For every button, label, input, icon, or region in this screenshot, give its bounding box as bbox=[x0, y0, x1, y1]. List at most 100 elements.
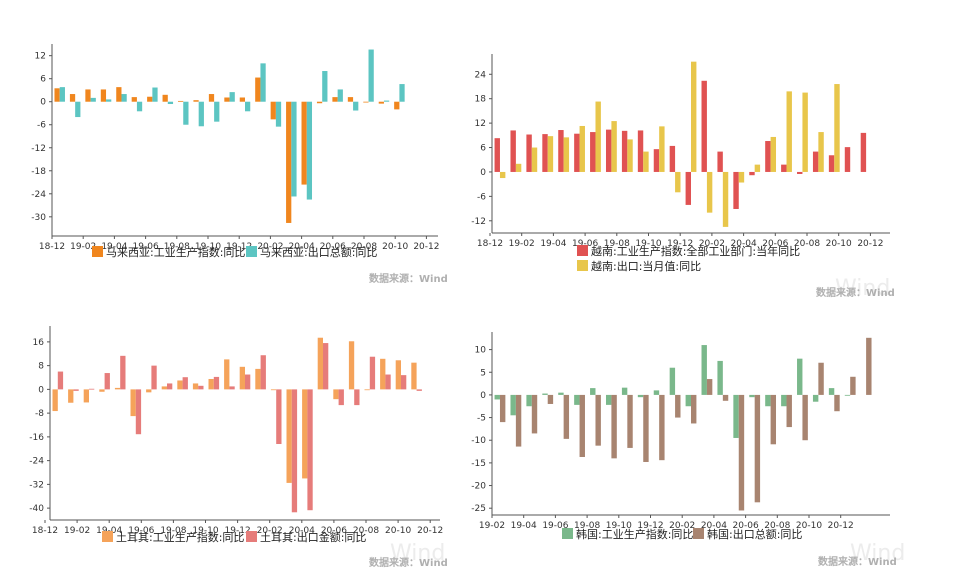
bar-series1 bbox=[621, 130, 628, 172]
y-tick-label: 0 bbox=[480, 168, 486, 178]
bar-series2 bbox=[167, 383, 173, 390]
bar-series2 bbox=[135, 389, 142, 435]
y-tick-label: 0 bbox=[38, 385, 44, 395]
bar-series2 bbox=[276, 389, 282, 445]
bar-series1 bbox=[717, 151, 723, 172]
x-tick-label: 20-10 bbox=[796, 521, 822, 531]
bar-series2 bbox=[786, 394, 792, 428]
x-tick-label: 19-02 bbox=[509, 239, 535, 249]
bar-series1 bbox=[224, 359, 230, 390]
bar-series1 bbox=[621, 387, 628, 395]
x-tick-label: 20-02 bbox=[669, 521, 695, 531]
x-tick-label: 18-12 bbox=[32, 526, 58, 536]
korea-chart: 10 5 0 -5 -10 -15 -20 -25 19-02 19-04 19-06 19-08 19… bbox=[471, 332, 890, 541]
bar-series1 bbox=[797, 171, 803, 174]
bar-series2 bbox=[59, 87, 65, 102]
bar-series2 bbox=[547, 136, 554, 172]
y-tick-label: -10 bbox=[471, 436, 486, 446]
y-tick-label: -40 bbox=[29, 504, 44, 514]
bar-series1 bbox=[364, 389, 370, 391]
x-tick-label: 20-12 bbox=[828, 521, 854, 531]
bar-series2 bbox=[722, 171, 729, 227]
bar-series2 bbox=[401, 375, 407, 390]
bar-series2 bbox=[245, 374, 251, 390]
bar-series2 bbox=[802, 394, 808, 441]
bar-series2 bbox=[198, 101, 204, 127]
bar-series2 bbox=[353, 101, 359, 111]
bar-series2 bbox=[136, 101, 143, 112]
bar-series2 bbox=[183, 101, 189, 125]
y-tick-label: -24 bbox=[31, 190, 46, 200]
bar-series1 bbox=[812, 151, 819, 172]
bar-series2 bbox=[152, 87, 158, 102]
x-tick-label: 20-02 bbox=[699, 239, 725, 249]
bar-series2 bbox=[675, 171, 681, 193]
y-tick-label: 10 bbox=[475, 346, 487, 356]
y-tick-label: 12 bbox=[475, 119, 486, 129]
y-tick-label: 0 bbox=[40, 98, 46, 108]
bar-series1 bbox=[162, 94, 168, 102]
bar-series1 bbox=[765, 394, 771, 407]
bar-series2 bbox=[260, 63, 266, 102]
x-tick-label: 19-06 bbox=[572, 239, 598, 249]
bar-series2 bbox=[770, 136, 777, 172]
bar-series1 bbox=[781, 394, 787, 407]
bar-series2 bbox=[291, 101, 297, 197]
bar-series1 bbox=[558, 392, 564, 395]
bar-series1 bbox=[147, 96, 153, 102]
bar-series1 bbox=[116, 87, 122, 102]
y-tick-label: -24 bbox=[29, 457, 44, 467]
bar-series1 bbox=[130, 389, 136, 417]
malaysia-chart: 12 6 0 -6 -12 -18 -24 -30 18-12 19-02 19-04 19-06 19… bbox=[31, 44, 439, 259]
x-tick-label: 19-12 bbox=[226, 242, 252, 252]
y-tick-label: 6 bbox=[40, 75, 46, 85]
bar-series1 bbox=[68, 389, 74, 403]
bar-series2 bbox=[675, 394, 681, 418]
x-tick-label: 20-12 bbox=[857, 239, 883, 249]
bar-series2 bbox=[89, 388, 95, 390]
y-tick-label: 0 bbox=[480, 391, 486, 401]
x-tick-label: 19-04 bbox=[101, 242, 127, 252]
bar-series1 bbox=[286, 101, 292, 223]
bar-series1 bbox=[510, 394, 516, 416]
x-tick-label: 19-12 bbox=[667, 239, 693, 249]
bar-series1 bbox=[317, 337, 323, 390]
bar-series1 bbox=[860, 132, 867, 172]
x-tick-label: 19-10 bbox=[195, 242, 221, 252]
legend-swatch bbox=[693, 528, 704, 539]
x-tick-label: 19-02 bbox=[64, 526, 90, 536]
bar-series1 bbox=[844, 394, 851, 396]
bar-series1 bbox=[542, 393, 548, 395]
bar-series2 bbox=[738, 394, 745, 511]
y-tick-label: -6 bbox=[477, 192, 486, 202]
bar-series1 bbox=[332, 97, 338, 102]
bar-series2 bbox=[722, 394, 729, 401]
bar-series1 bbox=[286, 389, 292, 483]
bar-series1 bbox=[99, 389, 105, 392]
bar-series1 bbox=[494, 138, 500, 172]
bar-series2 bbox=[595, 101, 601, 172]
bar-series1 bbox=[255, 368, 261, 390]
bar-series2 bbox=[291, 389, 298, 513]
bar-series2 bbox=[595, 394, 601, 446]
bar-series1 bbox=[161, 386, 167, 390]
x-tick-label: 19-08 bbox=[160, 526, 186, 536]
bar-series1 bbox=[270, 389, 277, 391]
bar-series2 bbox=[229, 386, 235, 390]
bar-series1 bbox=[239, 366, 245, 390]
bar-series2 bbox=[121, 94, 127, 102]
x-tick-label: 20-06 bbox=[762, 239, 788, 249]
bar-series2 bbox=[167, 101, 174, 105]
bar-series1 bbox=[146, 389, 152, 393]
bar-series1 bbox=[224, 97, 230, 102]
y-tick-label: -12 bbox=[471, 217, 486, 227]
bar-series2 bbox=[515, 163, 522, 172]
bar-series1 bbox=[411, 362, 417, 390]
y-tick-label: -25 bbox=[471, 504, 486, 514]
bar-series2 bbox=[213, 376, 220, 390]
bar-series1 bbox=[526, 134, 532, 172]
bar-series2 bbox=[691, 394, 697, 424]
x-tick-label: 19-04 bbox=[511, 521, 537, 531]
bar-series2 bbox=[659, 394, 665, 461]
